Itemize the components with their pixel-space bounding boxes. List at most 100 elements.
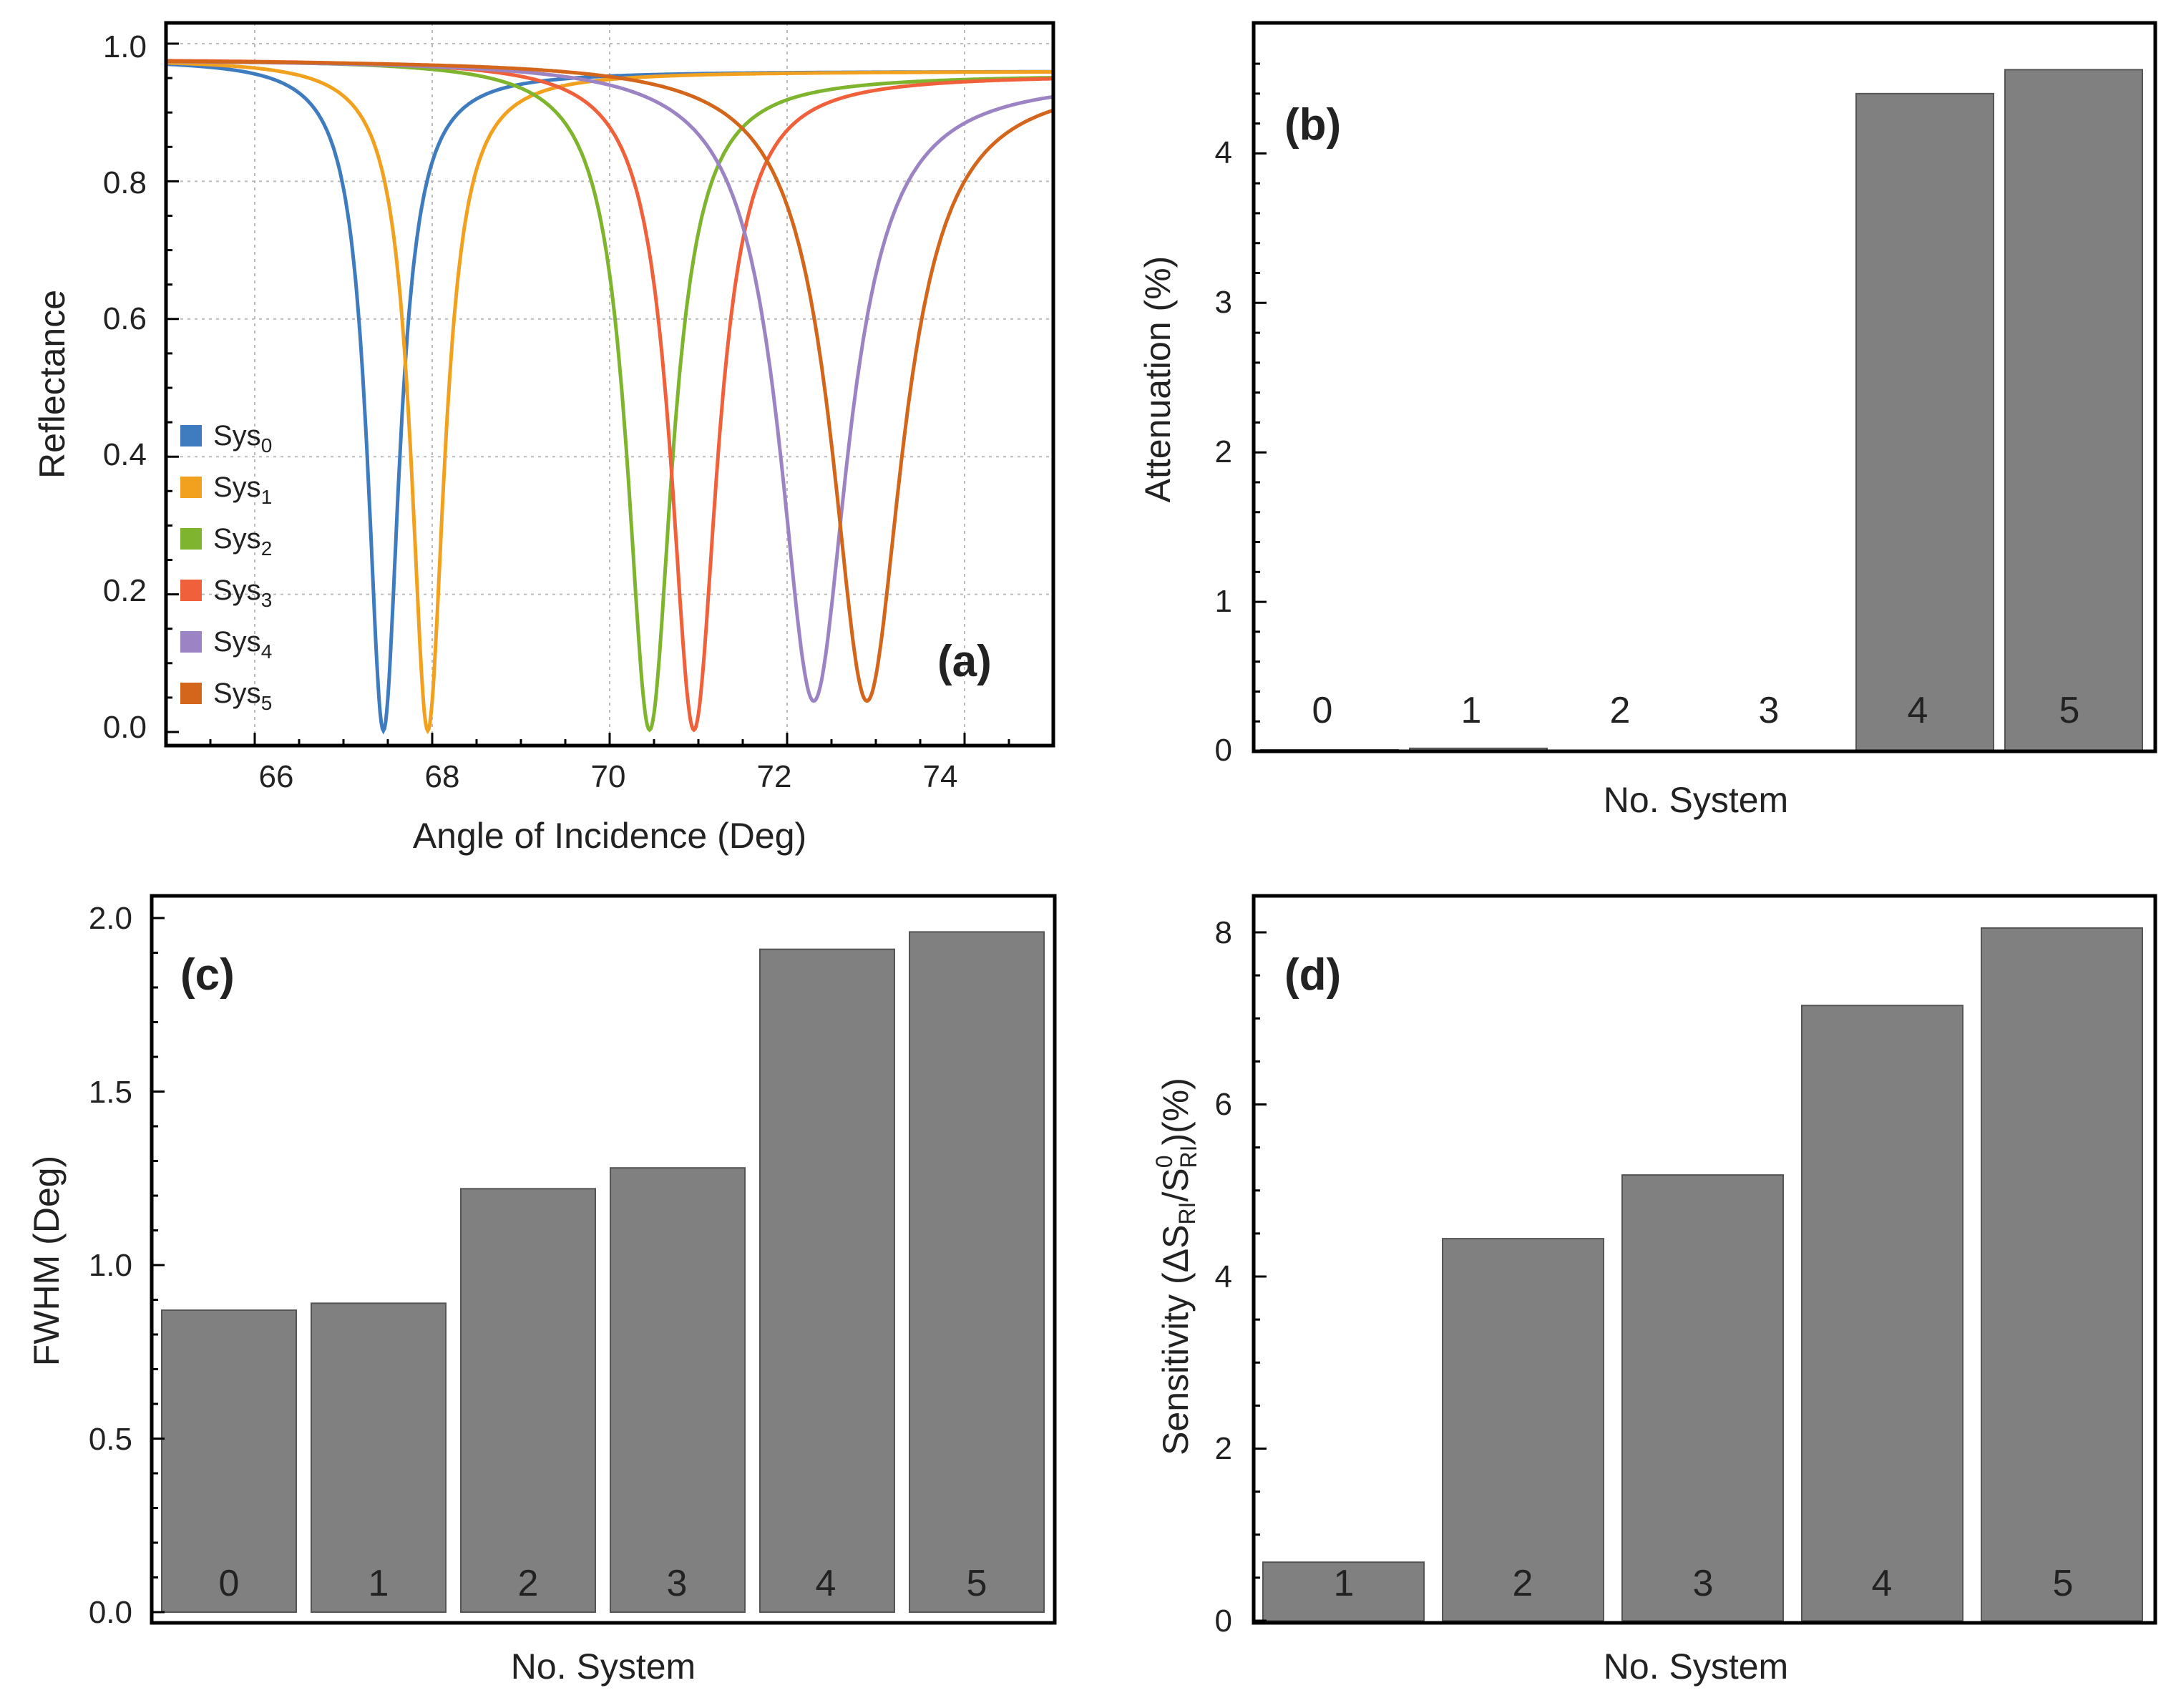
panel-label: (a) bbox=[937, 637, 992, 686]
bar-category-label: 4 bbox=[1908, 690, 1928, 731]
panel-b: 0 1 2 3 4 0 1 2 3 4 5 No. System Attenua… bbox=[1138, 21, 2157, 820]
bar bbox=[1262, 1561, 1425, 1621]
bar-category-label: 5 bbox=[2053, 1563, 2074, 1604]
x-tick-label: 72 bbox=[757, 759, 792, 794]
bars bbox=[1260, 69, 2143, 753]
y-tick-label: 4 bbox=[1215, 1259, 1232, 1294]
bar-category-label: 1 bbox=[1334, 1563, 1355, 1604]
legend-swatch bbox=[180, 528, 202, 550]
y-axis-label: FWHM (Deg) bbox=[26, 1156, 67, 1366]
y-tick-label: 1.0 bbox=[89, 1248, 132, 1283]
legend-label: Sys5 bbox=[213, 678, 272, 714]
bar-category-label: 2 bbox=[518, 1563, 539, 1604]
bar-category-label: 4 bbox=[1872, 1563, 1893, 1604]
bar-category-label: 3 bbox=[667, 1563, 688, 1604]
bar bbox=[1981, 927, 2143, 1622]
legend-entry: Sys1 bbox=[180, 472, 272, 508]
bar bbox=[161, 1309, 297, 1614]
x-tick-label: 66 bbox=[259, 759, 294, 794]
panel-a: 66 68 70 72 74 0.0 0.2 0.4 0.6 0.8 1.0 A… bbox=[32, 21, 1055, 856]
legend-swatch bbox=[180, 580, 202, 601]
bar-category-label: 2 bbox=[1513, 1563, 1533, 1604]
legend-swatch bbox=[180, 683, 202, 704]
panel-label: (d) bbox=[1284, 950, 1341, 1000]
x-tick-label: 68 bbox=[425, 759, 460, 794]
y-tick-label: 1.0 bbox=[103, 29, 147, 64]
bar-category-label: 1 bbox=[1461, 690, 1482, 731]
bar bbox=[1442, 1238, 1604, 1621]
reflectance-curves bbox=[165, 59, 1054, 735]
y-tick-label: 0.4 bbox=[103, 437, 147, 472]
y-tick-label: 3 bbox=[1215, 285, 1232, 320]
bar bbox=[460, 1188, 596, 1614]
bar bbox=[610, 1167, 746, 1613]
x-axis-label: No. System bbox=[1604, 780, 1788, 820]
plot-frame bbox=[150, 894, 1057, 1625]
x-axis-label: No. System bbox=[511, 1646, 696, 1687]
legend-entry: Sys3 bbox=[180, 575, 272, 611]
bar-category-label: 2 bbox=[1610, 690, 1631, 731]
panel-label: (b) bbox=[1284, 100, 1341, 150]
axis-ticks bbox=[1254, 62, 1267, 753]
y-tick-label: 0 bbox=[1215, 1604, 1232, 1639]
bar-category-label: 4 bbox=[816, 1563, 836, 1604]
axis-ticks bbox=[152, 917, 165, 1614]
grid-lines bbox=[166, 23, 1053, 746]
y-tick-label: 0.5 bbox=[89, 1422, 132, 1457]
series-line-sys5 bbox=[166, 59, 1054, 703]
bar-category-label: 5 bbox=[967, 1563, 987, 1604]
y-tick-label: 1.5 bbox=[89, 1075, 132, 1110]
x-tick-label: 70 bbox=[591, 759, 626, 794]
legend-swatch bbox=[180, 477, 202, 498]
bar bbox=[909, 931, 1045, 1613]
bar-category-label: 0 bbox=[219, 1563, 240, 1604]
legend-label: Sys2 bbox=[213, 523, 272, 560]
bars bbox=[1262, 927, 2143, 1622]
bar bbox=[1621, 1174, 1784, 1621]
legend-label: Sys4 bbox=[213, 626, 272, 663]
y-tick-label: 0.0 bbox=[103, 710, 147, 745]
bar bbox=[311, 1302, 447, 1613]
panel-c: 0.0 0.5 1.0 1.5 2.0 0 1 2 3 4 5 No. Syst… bbox=[26, 894, 1057, 1687]
legend: Sys0 Sys1 Sys2 Sys3 Sys4 Sys5 bbox=[180, 420, 272, 714]
bar bbox=[759, 948, 895, 1613]
y-axis-label: Reflectance bbox=[32, 290, 72, 479]
y-tick-label: 0.6 bbox=[103, 301, 147, 336]
legend-label: Sys0 bbox=[213, 420, 272, 457]
bar-category-label: 5 bbox=[2059, 690, 2080, 731]
y-tick-label: 6 bbox=[1215, 1087, 1232, 1122]
legend-entry: Sys2 bbox=[180, 523, 272, 560]
y-axis-label: Attenuation (%) bbox=[1138, 256, 1178, 503]
plot-frame bbox=[1252, 21, 2157, 753]
bars bbox=[161, 931, 1045, 1614]
x-axis-label: Angle of Incidence (Deg) bbox=[413, 816, 806, 856]
panel-d: 0 2 4 6 8 1 2 3 4 5 No. System Sensitivi… bbox=[1151, 894, 2157, 1687]
legend-label: Sys3 bbox=[213, 575, 272, 611]
x-axis-label: No. System bbox=[1604, 1646, 1788, 1687]
y-tick-label: 0.8 bbox=[103, 165, 147, 200]
bar bbox=[1855, 92, 1994, 752]
y-tick-label: 4 bbox=[1215, 135, 1232, 170]
x-tick-label: 74 bbox=[923, 759, 958, 794]
axis-ticks bbox=[1254, 931, 1267, 1622]
axis-ticks bbox=[165, 42, 1055, 746]
y-tick-label: 1 bbox=[1215, 584, 1232, 619]
y-axis-label: Sensitivity (ΔSRI/S0RI)(%) bbox=[1151, 1078, 1201, 1455]
panel-label: (c) bbox=[180, 950, 235, 1000]
y-tick-label: 2.0 bbox=[89, 901, 132, 936]
legend-swatch bbox=[180, 631, 202, 653]
y-tick-label: 8 bbox=[1215, 915, 1232, 950]
bar-category-label: 3 bbox=[1693, 1563, 1714, 1604]
legend-entry: Sys5 bbox=[180, 678, 272, 714]
plot-frame bbox=[1252, 894, 2157, 1625]
y-tick-label: 0.0 bbox=[89, 1595, 132, 1630]
bar bbox=[2004, 69, 2143, 752]
legend-label: Sys1 bbox=[213, 472, 272, 508]
series-line-sys1 bbox=[165, 61, 1053, 735]
legend-entry: Sys4 bbox=[180, 626, 272, 663]
bar-category-label: 0 bbox=[1312, 690, 1333, 731]
y-tick-label: 2 bbox=[1215, 434, 1232, 469]
bar-category-label: 3 bbox=[1759, 690, 1780, 731]
y-tick-label: 0.2 bbox=[103, 573, 147, 608]
